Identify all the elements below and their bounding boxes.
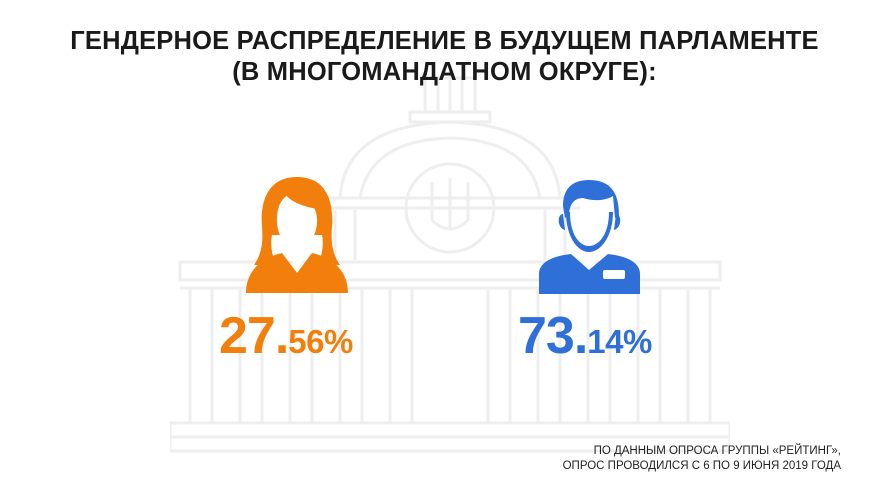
title-line-1: ГЕНДЕРНОЕ РАСПРЕДЕЛЕНИЕ В БУДУЩЕМ ПАРЛАМ… xyxy=(70,27,819,55)
female-percentage-dec: 56% xyxy=(288,323,353,360)
female-percentage-int: 27. xyxy=(219,307,289,365)
title-line-2: (В МНОГОМАНДАТНОМ ОКРУГЕ): xyxy=(232,58,657,86)
male-percentage-label: 73.14% xyxy=(518,306,652,379)
female-percentage-label: 27.56% xyxy=(219,306,353,379)
source-line-2: ОПРОС ПРОВОДИЛСЯ С 6 ПО 9 ИЮНЯ 2019 ГОДА xyxy=(562,460,841,472)
female-icon xyxy=(246,177,348,293)
source-line-1: ПО ДАННЫМ ОПРОСА ГРУППЫ «РЕЙТИНГ», xyxy=(593,445,841,457)
male-icon xyxy=(539,180,640,294)
source-note: ПО ДАННЫМ ОПРОСА ГРУППЫ «РЕЙТИНГ», ОПРОС… xyxy=(563,444,841,474)
chart-title: ГЕНДЕРНОЕ РАСПРЕДЕЛЕНИЕ В БУДУЩЕМ ПАРЛАМ… xyxy=(0,26,889,88)
male-percentage-dec: 14% xyxy=(587,323,652,360)
male-percentage-int: 73. xyxy=(518,307,588,365)
